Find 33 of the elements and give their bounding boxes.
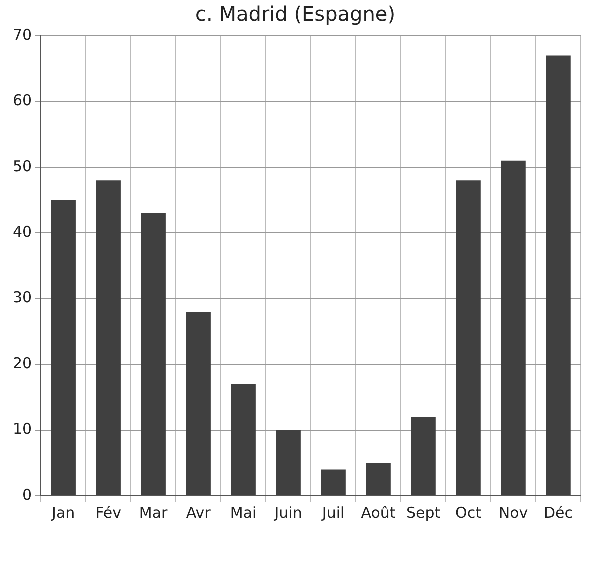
bar bbox=[501, 160, 526, 496]
bar bbox=[141, 213, 166, 496]
bar bbox=[411, 417, 436, 496]
bar bbox=[546, 56, 571, 496]
x-tick-label: Fév bbox=[96, 504, 122, 522]
y-tick-label: 60 bbox=[12, 92, 32, 110]
y-tick-label: 30 bbox=[12, 288, 32, 307]
x-tick-label: Déc bbox=[544, 504, 574, 522]
x-tick-label: Sept bbox=[406, 504, 441, 522]
bar bbox=[186, 312, 211, 496]
y-tick-label: 50 bbox=[12, 157, 32, 176]
x-tick-label: Août bbox=[361, 504, 396, 522]
y-tick-label: 10 bbox=[12, 420, 32, 438]
x-tick-label: Oct bbox=[456, 504, 482, 522]
x-tick-label: Juil bbox=[321, 504, 345, 522]
bar bbox=[321, 470, 346, 496]
bar bbox=[96, 180, 121, 496]
bar bbox=[276, 430, 301, 496]
x-tick-label: Mai bbox=[230, 504, 257, 522]
bar bbox=[366, 463, 391, 496]
x-tick-label: Jan bbox=[51, 504, 76, 522]
chart-title: c. Madrid (Espagne) bbox=[195, 2, 396, 26]
y-tick-label: 40 bbox=[12, 223, 32, 242]
y-tick-label: 70 bbox=[12, 26, 32, 44]
y-tick-label: 0 bbox=[22, 486, 32, 504]
x-tick-label: Mar bbox=[139, 504, 169, 522]
y-tick-label: 20 bbox=[12, 354, 32, 372]
x-tick-label: Nov bbox=[498, 504, 528, 522]
bar bbox=[456, 180, 481, 496]
bar bbox=[231, 384, 256, 496]
bar bbox=[51, 200, 76, 496]
x-tick-label: Avr bbox=[186, 504, 212, 522]
x-tick-label: Juin bbox=[274, 504, 302, 522]
